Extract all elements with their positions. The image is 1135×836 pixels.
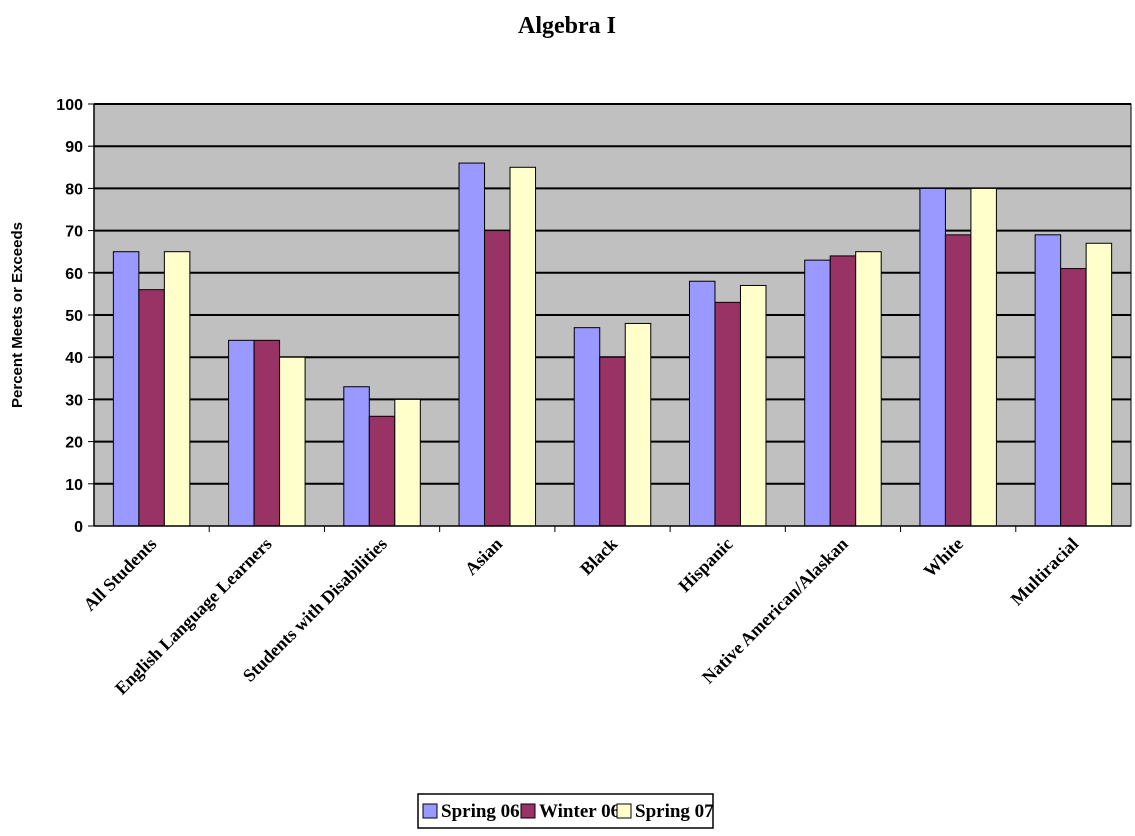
y-tick-label: 100 (56, 97, 83, 114)
legend-swatch (520, 803, 536, 819)
y-tick-label: 90 (65, 139, 83, 156)
x-tick-label: Asian (461, 534, 506, 579)
x-tick-label: All Students (79, 534, 160, 615)
y-tick-label: 0 (74, 519, 83, 536)
bar (624, 322, 652, 527)
chart-title: Algebra I (518, 13, 616, 39)
bar (599, 356, 626, 527)
bar (394, 398, 421, 527)
y-tick-label: 70 (65, 224, 83, 241)
bar (228, 339, 255, 527)
x-tick-label: Hispanic (674, 534, 736, 596)
bar (279, 356, 306, 527)
bar (739, 284, 767, 527)
bar (458, 162, 486, 527)
bar (970, 187, 997, 527)
bar (484, 230, 511, 527)
y-tick-label: 20 (65, 435, 83, 452)
bar (1060, 268, 1087, 527)
x-tick-label: Black (576, 534, 621, 579)
legend-box (417, 793, 714, 829)
bar (253, 339, 281, 527)
y-axis-label: Percent Meets or Exceeds (9, 222, 26, 408)
bar (368, 415, 396, 527)
bar (1085, 242, 1113, 527)
y-tick-label: 30 (65, 392, 83, 409)
y-tick-label: 10 (65, 477, 83, 494)
bar (573, 327, 601, 527)
bar (343, 386, 370, 527)
bar (855, 251, 882, 527)
y-tick-label: 50 (65, 308, 83, 325)
y-tick-label: 80 (65, 181, 83, 198)
legend-label: Spring 06 (441, 801, 520, 822)
bar (112, 251, 140, 527)
x-tick-label: Multiracial (1007, 534, 1083, 610)
y-tick-label: 60 (65, 266, 83, 283)
x-tick-label: White (920, 534, 967, 581)
bar (829, 255, 857, 527)
bar (714, 301, 741, 527)
legend: Spring 06 Winter 06 Spring 07 (417, 793, 714, 829)
legend-label: Spring 07 (635, 801, 714, 822)
bar (138, 289, 165, 527)
y-tick-label: 40 (65, 350, 83, 367)
legend-swatch (422, 803, 438, 819)
legend-swatch (616, 803, 632, 819)
bar (944, 234, 972, 527)
bar (509, 166, 537, 527)
y-tick-labels: 0 10 20 30 40 50 60 70 80 90 100 (56, 97, 94, 536)
bar (1034, 234, 1062, 527)
bar (163, 251, 191, 527)
legend-label: Winter 06 (539, 801, 620, 822)
bar (688, 280, 716, 527)
bar (919, 187, 946, 527)
bar (804, 259, 831, 527)
